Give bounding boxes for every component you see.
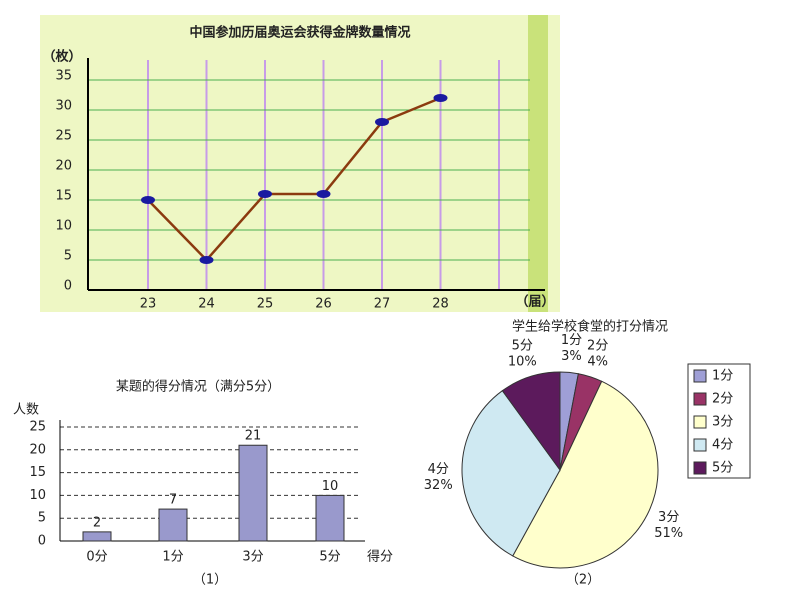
legend-label: 2分 (712, 392, 733, 407)
slice-label: 3分 (658, 510, 679, 525)
legend-swatch (693, 415, 707, 429)
x-tick-label: 25 (257, 297, 274, 312)
x-tick-label: 0分 (86, 550, 107, 565)
bar (238, 444, 268, 542)
x-tick-label: 26 (315, 297, 332, 312)
data-point (316, 190, 331, 198)
x-tick-label: 27 (374, 297, 391, 312)
data-label: 21 (245, 429, 262, 444)
data-line (147, 96, 441, 262)
pie-slice (461, 390, 561, 557)
y-tick-label: 25 (55, 129, 72, 144)
y-tick-label: 15 (29, 465, 46, 480)
y-tick-label: 35 (55, 69, 72, 84)
y-tick-label: 5 (64, 249, 72, 264)
x-axis-label: 得分 (367, 549, 393, 565)
data-label: 2 (93, 515, 101, 530)
bar (82, 531, 112, 542)
y-axis-label: （枚） (42, 49, 81, 65)
y-tick-label: 15 (55, 189, 72, 204)
y-tick-label: 20 (29, 442, 46, 457)
y-tick-label: 25 (29, 420, 46, 435)
slice-label: 5分 (512, 338, 533, 353)
x-tick-label: 23 (140, 297, 157, 312)
data-point (433, 94, 448, 102)
data-label: 7 (169, 493, 177, 508)
x-axis-label: （届） (515, 294, 554, 310)
legend-swatch (693, 438, 707, 452)
slice-label: 2分 (587, 338, 608, 353)
legend-label: 5分 (712, 461, 733, 476)
x-tick-label: 24 (198, 297, 215, 312)
legend-label: 1分 (712, 369, 733, 384)
legend-swatch (693, 369, 707, 383)
chart-title: 学生给学校食堂的打分情况 (512, 319, 668, 335)
data-point (258, 190, 272, 198)
chart1-background (40, 15, 560, 312)
chart-title: 某题的得分情况（满分5分） (116, 379, 280, 395)
data-point (375, 118, 389, 126)
x-tick-label: 5分 (319, 550, 340, 565)
legend-swatch (693, 461, 707, 475)
slice-label: 1分 (561, 333, 582, 348)
bar (158, 508, 188, 542)
chart-title: 中国参加历届奥运会获得金牌数量情况 (189, 25, 410, 41)
y-tick-label: 30 (55, 99, 72, 114)
x-tick-label: 1分 (162, 550, 183, 565)
data-point (199, 256, 214, 264)
slice-value-label: 10% (508, 354, 537, 369)
y-tick-label: 10 (29, 488, 46, 503)
slice-value-label: 4% (587, 354, 608, 369)
legend-swatch (693, 392, 707, 406)
caption: （2） (566, 573, 600, 588)
slice-value-label: 32% (424, 478, 453, 493)
legend-label: 4分 (712, 438, 733, 453)
x-tick-label: 28 (432, 297, 449, 312)
data-label: 10 (322, 479, 339, 494)
data-point (141, 196, 155, 204)
x-tick-label: 3分 (242, 550, 263, 565)
y-tick-label: 20 (55, 159, 72, 174)
y-tick-label: 10 (55, 219, 72, 234)
y-axis-label: 人数 (13, 403, 39, 418)
caption: （1） (193, 573, 227, 588)
y-tick-label: 0 (64, 279, 72, 294)
pie-slice (501, 371, 561, 472)
decorative-stripe (528, 15, 548, 312)
legend-label: 3分 (712, 415, 733, 430)
slice-value-label: 3% (561, 349, 582, 364)
bar (315, 494, 345, 542)
slice-value-label: 51% (654, 526, 683, 541)
slice-label: 4分 (428, 462, 449, 477)
y-tick-label: 0 (38, 534, 46, 549)
y-tick-label: 5 (38, 511, 46, 526)
pie-slice (512, 380, 659, 569)
